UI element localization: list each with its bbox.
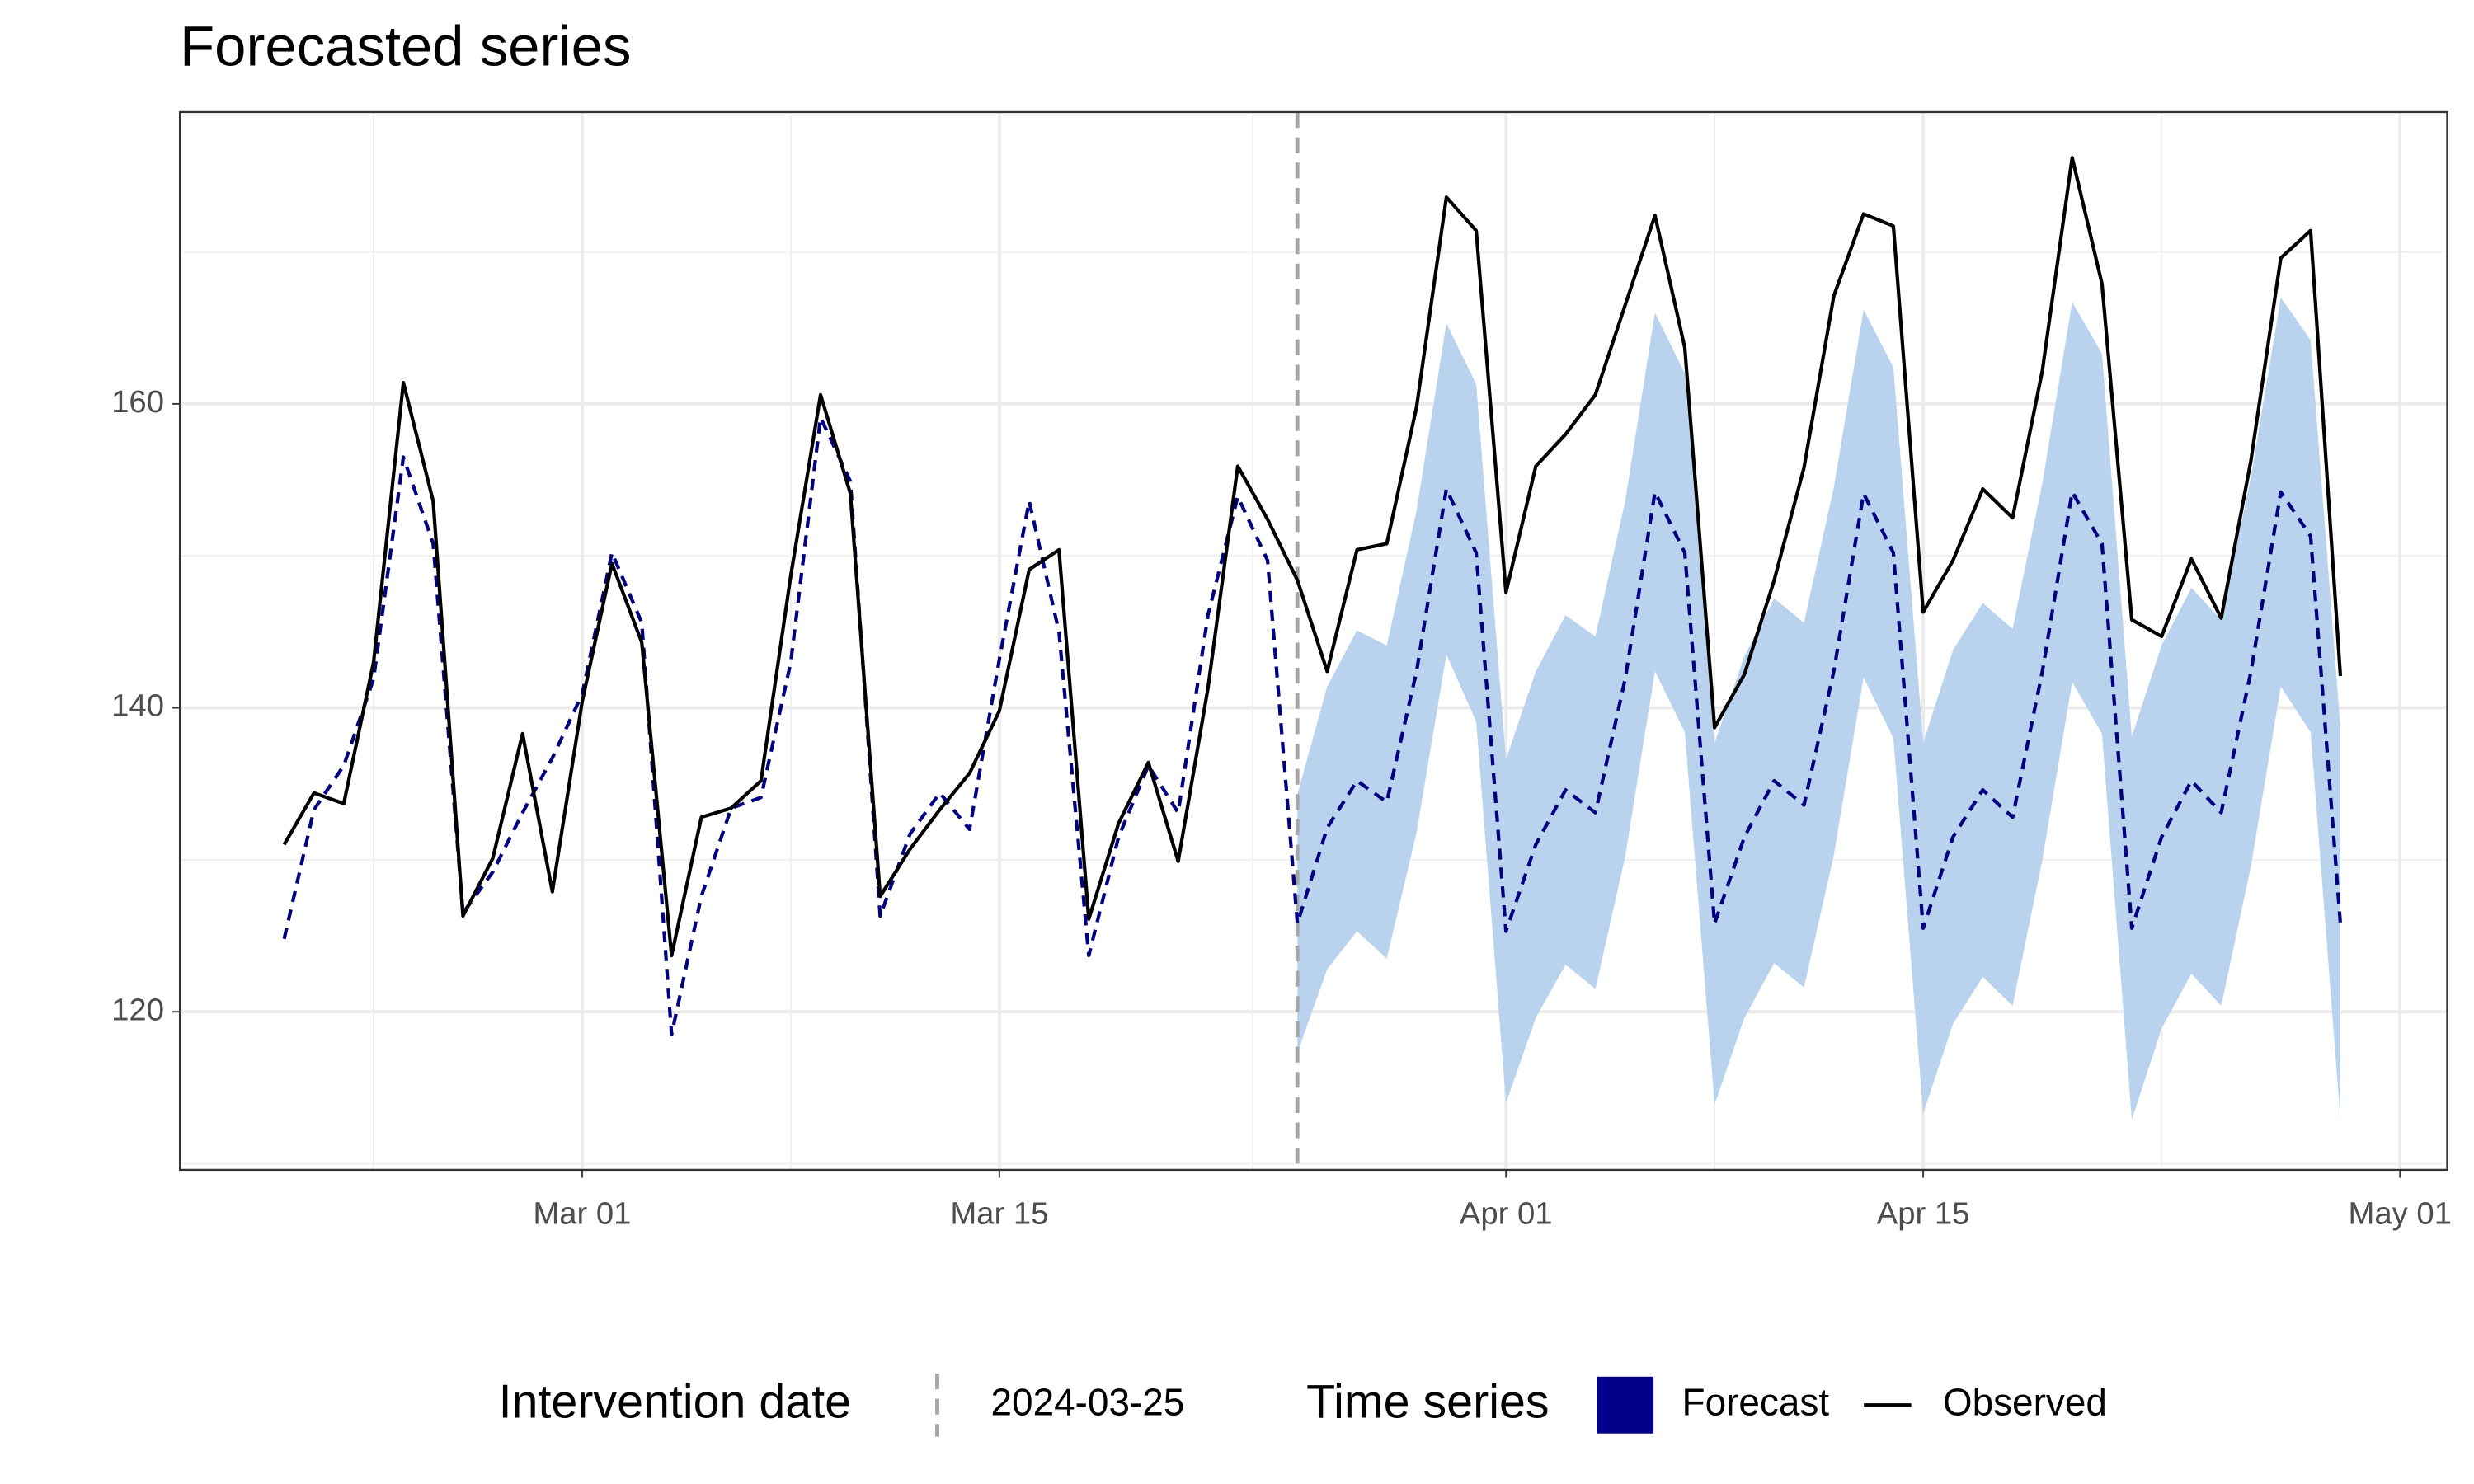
observed-line [282, 156, 2343, 958]
y-tick-label: 160 [111, 384, 164, 420]
x-tick-label: Mar 15 [950, 1196, 1048, 1232]
x-tick-label: Apr 15 [1877, 1196, 1970, 1232]
x-tick-label: Apr 01 [1460, 1196, 1553, 1232]
y-tick-label: 120 [111, 992, 164, 1027]
plot-border [178, 110, 2448, 1172]
forecast-line [282, 416, 2343, 1036]
legend-label: 2024-03-25 [991, 1380, 1185, 1423]
legend-title: Time series [1306, 1375, 1549, 1428]
chart-title: Forecasted series [180, 14, 631, 77]
x-tick-label: Mar 01 [533, 1196, 631, 1232]
legend-label: Forecast [1682, 1380, 1830, 1423]
x-tick-label: May 01 [2349, 1196, 2452, 1232]
legend-label: Observed [1943, 1380, 2107, 1423]
legend-key [1597, 1376, 1654, 1434]
legend-title: Intervention date [499, 1375, 851, 1428]
y-tick-label: 140 [111, 688, 164, 724]
